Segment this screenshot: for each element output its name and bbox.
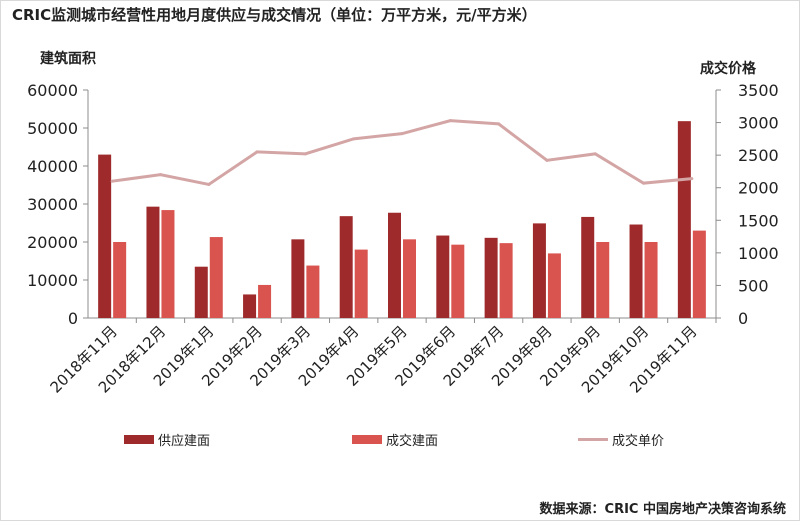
legend-line-price	[578, 438, 608, 441]
bar-supply	[484, 237, 498, 318]
bar-deal	[209, 237, 223, 318]
right-tick-label: 1500	[738, 211, 779, 230]
bar-supply	[581, 216, 595, 318]
bar-deal	[161, 210, 175, 318]
bar-deal	[596, 242, 610, 318]
bar-supply	[98, 154, 112, 318]
bar-supply	[194, 266, 208, 318]
legend-item-supply: 供应建面	[124, 430, 210, 449]
bar-deal	[692, 230, 706, 318]
price-point	[497, 122, 501, 126]
right-tick-label: 2500	[738, 146, 779, 165]
price-point	[400, 132, 404, 136]
right-tick-label: 2000	[738, 179, 779, 198]
price-line	[111, 119, 692, 187]
bar-supply	[388, 212, 401, 318]
price-point	[545, 158, 549, 162]
price-point	[207, 182, 211, 186]
legend-item-price: 成交单价	[578, 430, 664, 449]
price-point	[448, 119, 452, 123]
source-note: 数据来源：CRIC 中国房地产决策咨询系统	[539, 502, 786, 517]
bar-supply	[436, 235, 450, 318]
price-point	[158, 173, 162, 177]
bar-deal	[644, 242, 658, 318]
left-tick-label: 50000	[27, 119, 78, 138]
price-point	[642, 181, 646, 185]
left-tick-label: 40000	[27, 157, 78, 176]
bar-deal	[547, 253, 561, 318]
bar-supply	[339, 216, 353, 318]
price-point	[110, 179, 114, 183]
legend-label-supply: 供应建面	[158, 434, 211, 449]
right-tick-label: 500	[738, 276, 769, 295]
chart-canvas: 0 10000 20000 30000 40000 50000 60000 0 500 1000 1…	[27, 81, 779, 397]
bar-supply	[677, 121, 691, 318]
price-point	[255, 150, 259, 154]
bar-deal	[258, 284, 272, 318]
chart-title: CRIC监测城市经营性用地月度供应与成交情况（单位：万平方米，元/平方米）	[12, 6, 537, 24]
price-point	[690, 177, 694, 181]
bar-deal	[451, 244, 465, 318]
bar-supply	[291, 239, 305, 318]
right-axis-label: 成交价格	[700, 61, 756, 77]
bar-supply	[146, 206, 160, 318]
bar-supply	[243, 294, 257, 318]
left-tick-label: 0	[68, 309, 78, 328]
right-tick-label: 1000	[738, 244, 779, 263]
left-tick-label: 60000	[27, 81, 78, 100]
right-tick-label: 0	[738, 309, 748, 328]
bar-deal	[354, 249, 368, 318]
bar-supply	[532, 223, 546, 318]
left-tick-label: 20000	[27, 233, 78, 252]
legend-label-price: 成交单价	[612, 434, 665, 449]
bar-deal	[113, 242, 127, 318]
bar-deal	[499, 243, 513, 318]
right-tick-label: 3500	[738, 81, 779, 100]
bar-supply	[629, 224, 643, 318]
legend-swatch-deal	[352, 435, 382, 444]
price-point	[593, 152, 597, 156]
price-point	[303, 152, 307, 156]
left-tick-label: 10000	[27, 271, 78, 290]
legend-label-deal: 成交建面	[386, 434, 439, 449]
left-tick-label: 30000	[27, 195, 78, 214]
left-axis-label: 建筑面积	[40, 51, 96, 67]
legend-swatch-supply	[124, 435, 154, 444]
legend-item-deal: 成交建面	[352, 430, 438, 449]
right-tick-label: 3000	[738, 114, 779, 133]
price-point	[352, 137, 356, 141]
bar-deal	[306, 265, 320, 318]
bar-deal	[403, 239, 416, 318]
